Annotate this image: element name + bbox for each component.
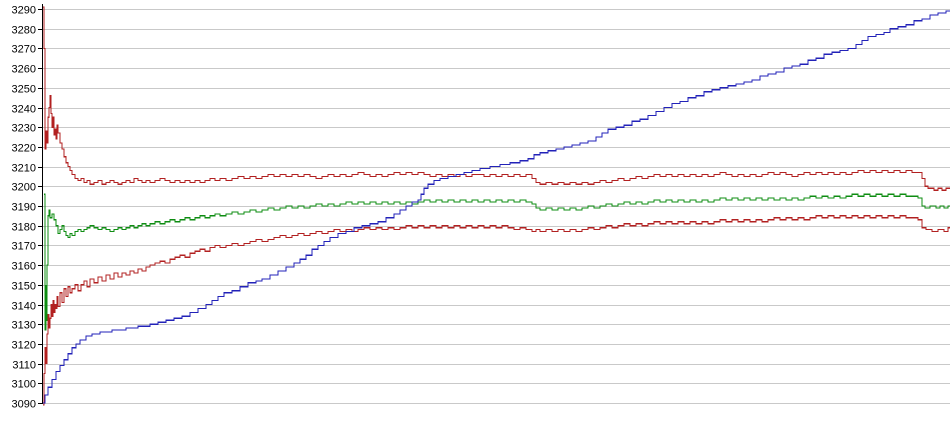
y-axis-label: 3290 [12, 5, 36, 17]
y-axis-labels: 3290 3280 3270 3260 3250 3240 3230 3220 3210 3200… [12, 5, 36, 411]
y-axis [38, 4, 43, 404]
y-axis-label: 3140 [12, 301, 36, 313]
grid-layer [43, 9, 950, 404]
y-axis-label: 3280 [12, 25, 36, 37]
series-path-cumulative-blue [43, 10, 950, 404]
y-axis-label: 3150 [12, 281, 36, 293]
series-path-lower-band-red [43, 215, 950, 406]
series-path-middle-green [44, 193, 950, 331]
y-axis-label: 3270 [12, 44, 36, 56]
y-axis-label: 3240 [12, 104, 36, 116]
y-axis-label: 3190 [12, 202, 36, 214]
y-axis-label: 3260 [12, 64, 36, 76]
y-axis-label: 3200 [12, 182, 36, 194]
y-axis-label: 3210 [12, 163, 36, 175]
y-axis-label: 3220 [12, 143, 36, 155]
y-axis-label: 3230 [12, 123, 36, 135]
series-layer [43, 6, 950, 406]
y-axis-label: 3250 [12, 84, 36, 96]
y-axis-label: 3120 [12, 340, 36, 352]
y-axis-label: 3160 [12, 261, 36, 273]
y-axis-label: 3090 [12, 399, 36, 411]
y-axis-label: 3100 [12, 379, 36, 391]
series-path-upper-band-red [43, 6, 950, 191]
y-axis-label: 3180 [12, 222, 36, 234]
y-axis-label: 3170 [12, 241, 36, 253]
y-axis-label: 3110 [12, 360, 36, 372]
y-axis-label: 3130 [12, 320, 36, 332]
